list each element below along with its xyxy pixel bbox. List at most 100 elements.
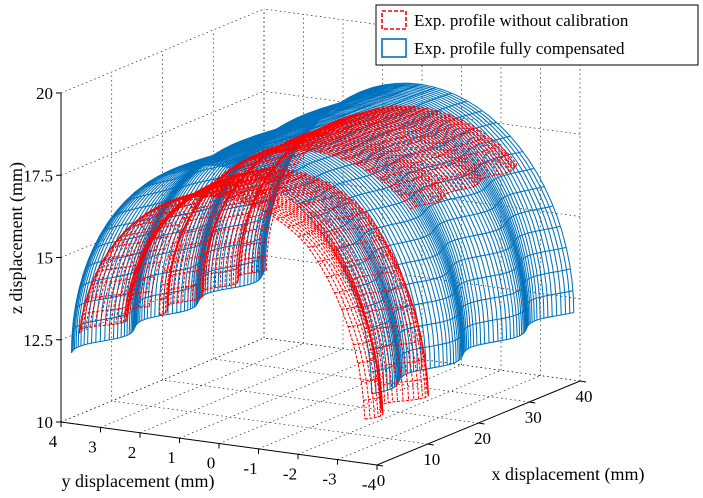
grid-line	[60, 90, 265, 176]
series-uncalibrated-line	[308, 219, 373, 248]
x-tick-label: 40	[576, 387, 593, 406]
grid-line	[213, 358, 530, 403]
series-uncalibrated-line	[199, 133, 450, 299]
grid-line	[60, 8, 265, 94]
series-compensated-line	[167, 125, 464, 355]
series-uncalibrated-line	[143, 169, 429, 393]
series-uncalibrated-line	[361, 353, 426, 383]
grid-line	[263, 255, 581, 300]
series-uncalibrated-line	[379, 134, 487, 180]
series-uncalibrated-line	[125, 174, 424, 399]
y-tick-label: 2	[128, 443, 137, 462]
series-uncalibrated-line	[307, 106, 415, 152]
x-tick-label: 20	[474, 429, 491, 448]
series-compensated-line	[250, 94, 533, 323]
series-uncalibrated-line	[232, 119, 484, 285]
series-uncalibrated-line	[125, 178, 404, 401]
series-uncalibrated-line	[331, 110, 439, 156]
surface-layer	[70, 82, 575, 420]
y-tick-label: -2	[283, 464, 297, 483]
x-tick-mark	[376, 464, 384, 467]
series-compensated-line	[180, 122, 466, 351]
series-uncalibrated-line	[287, 198, 353, 228]
legend-swatch-uncalibrated	[381, 10, 407, 30]
x-tick-label: 10	[423, 450, 440, 469]
series-uncalibrated-line	[170, 140, 440, 305]
y-tick-label: 0	[207, 454, 216, 473]
z-tick-label: 20	[36, 84, 53, 103]
grid-line	[111, 400, 428, 445]
series-compensated-line	[126, 145, 408, 374]
grid-line	[100, 343, 304, 428]
series-uncalibrated-line	[251, 108, 515, 273]
series-uncalibrated-line	[214, 123, 479, 288]
x-axis-label: x displacement (mm)	[492, 464, 645, 485]
z-tick-label: 17.5	[23, 166, 53, 185]
grid-line	[139, 348, 344, 434]
series-uncalibrated-line	[191, 135, 446, 301]
series-compensated-line	[183, 121, 468, 350]
grid-line	[60, 337, 265, 423]
series-compensated-line	[189, 119, 472, 348]
grid-line	[218, 359, 423, 444]
series-uncalibrated-line	[82, 191, 382, 417]
series-uncalibrated-line	[240, 111, 510, 276]
series-uncalibrated-line	[341, 281, 406, 310]
series-uncalibrated-line	[115, 185, 381, 407]
series-uncalibrated-line	[344, 114, 452, 160]
series-compensated-line	[204, 106, 518, 337]
series-uncalibrated-line	[356, 120, 464, 166]
grid-line	[263, 337, 581, 382]
series-compensated-line	[72, 162, 381, 393]
legend: Exp. profile without calibration Exp. pr…	[375, 4, 699, 66]
legend-box	[375, 4, 699, 66]
series-uncalibrated-line	[243, 110, 512, 275]
y-axis-label: y displacement (mm)	[62, 471, 215, 492]
series-uncalibrated-line	[206, 125, 476, 290]
grid-line	[60, 173, 265, 258]
series-compensated-line	[120, 147, 404, 376]
y-tick-label: 3	[88, 437, 97, 456]
y-tick-label: -1	[243, 459, 257, 478]
series-uncalibrated-line	[334, 264, 399, 294]
series-uncalibrated-line	[235, 118, 486, 284]
series-compensated-line	[264, 82, 575, 313]
series-uncalibrated-line	[182, 137, 444, 302]
series-uncalibrated-line	[173, 139, 442, 304]
series-uncalibrated-line	[363, 372, 428, 401]
legend-swatch-compensated	[381, 38, 407, 58]
grid-line	[162, 379, 479, 424]
series-uncalibrated-line	[261, 106, 517, 272]
series-uncalibrated-line	[89, 189, 384, 414]
x-tick-mark	[427, 443, 434, 446]
x-tick-mark	[529, 401, 536, 404]
y-tick-label: 4	[49, 432, 58, 451]
series-uncalibrated-line	[219, 122, 480, 288]
series-uncalibrated-line	[237, 116, 492, 282]
series-uncalibrated-line	[166, 145, 422, 311]
series-uncalibrated-line	[164, 147, 416, 313]
series-uncalibrated	[159, 105, 518, 316]
series-uncalibrated	[78, 168, 430, 420]
z-tick-label: 10	[36, 413, 53, 432]
series-compensated-line	[77, 159, 391, 390]
grid-line	[263, 8, 581, 53]
grid-line	[297, 369, 502, 455]
grid-line	[337, 375, 541, 460]
series-uncalibrated-line	[256, 107, 516, 273]
grid-line	[263, 90, 581, 135]
legend-label-uncalibrated: Exp. profile without calibration	[414, 11, 629, 30]
series-compensated-line	[192, 118, 475, 347]
series-compensated-line	[75, 160, 388, 391]
series-uncalibrated-line	[319, 107, 427, 153]
x-tick-mark	[478, 422, 485, 425]
series-uncalibrated-line	[148, 168, 428, 392]
series-uncalibrated-line	[129, 172, 429, 397]
y-tick-label: -4	[362, 475, 377, 494]
series-uncalibrated-line	[317, 233, 382, 263]
series-uncalibrated-line	[80, 192, 379, 417]
series-uncalibrated-line	[400, 151, 508, 197]
grid-line	[179, 353, 383, 439]
